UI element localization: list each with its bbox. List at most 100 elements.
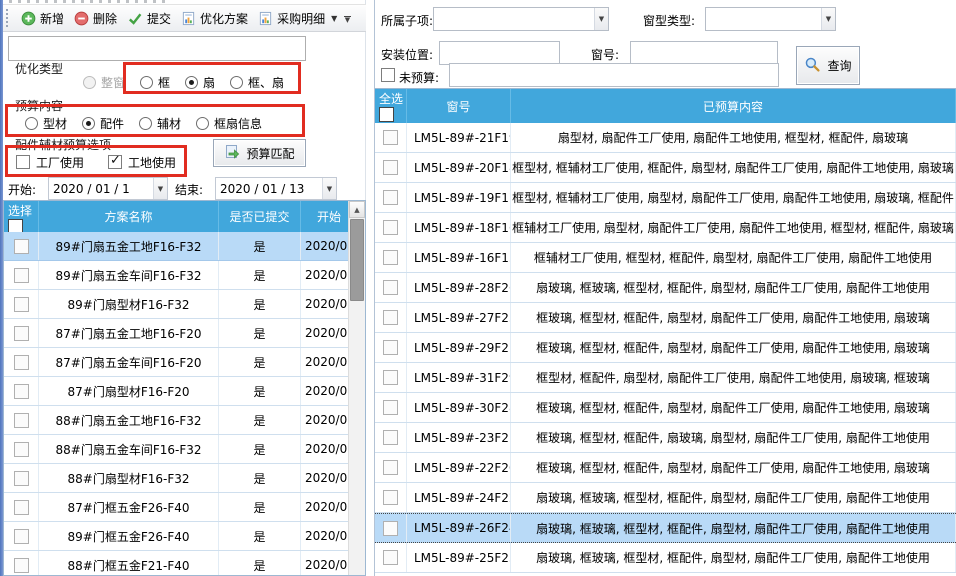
usage-checkbox-option[interactable]: 工地使用 bbox=[108, 153, 176, 171]
optimize-plan-button[interactable]: 优化方案 bbox=[176, 7, 253, 30]
checkbox[interactable] bbox=[16, 155, 30, 169]
row-checkbox[interactable] bbox=[383, 550, 398, 565]
row-checkbox[interactable] bbox=[383, 400, 398, 415]
row-checkbox[interactable] bbox=[13, 354, 29, 370]
window-no-input[interactable] bbox=[630, 41, 778, 65]
window-no-cell: LM5L-89#-18F16 bbox=[407, 213, 511, 242]
plan-table-row[interactable]: 87#门扇五金工地F16-F20 是 2020/0 bbox=[4, 319, 365, 348]
window-type-select[interactable]: ▼ bbox=[705, 7, 836, 31]
plan-table-row[interactable]: 88#门框五金F21-F40 是 2020/0 bbox=[4, 551, 365, 575]
row-checkbox[interactable] bbox=[13, 238, 29, 254]
row-select-cell bbox=[375, 423, 407, 452]
radio-option[interactable]: 辅材 bbox=[139, 115, 181, 132]
plan-table-row[interactable]: 87#门框五金F26-F40 是 2020/0 bbox=[4, 493, 365, 522]
plan-table-row[interactable]: 87#门扇五金车间F16-F20 是 2020/0 bbox=[4, 348, 365, 377]
search-input[interactable] bbox=[8, 36, 306, 61]
row-checkbox[interactable] bbox=[383, 220, 398, 235]
budget-table-row[interactable]: LM5L-89#-21F19 扇型材, 扇配件工厂使用, 扇配件工地使用, 框型材… bbox=[375, 123, 956, 153]
plan-table-row[interactable]: 88#门扇五金车间F16-F32 是 2020/0 bbox=[4, 435, 365, 464]
toolbar-overflow-button[interactable]: ▼ bbox=[344, 16, 351, 24]
budget-table-row[interactable]: LM5L-89#-31F29 框型材, 框配件, 扇型材, 扇配件工厂使用, 扇配… bbox=[375, 363, 956, 393]
budget-table-row[interactable]: LM5L-89#-20F18 框型材, 框辅材工厂使用, 框配件, 扇型材, 扇配… bbox=[375, 153, 956, 183]
plan-table-row[interactable]: 89#门扇五金车间F16-F32 是 2020/0 bbox=[4, 261, 365, 290]
row-select-cell bbox=[4, 261, 39, 289]
budget-table-row[interactable]: LM5L-89#-24F22 扇玻璃, 框玻璃, 框型材, 框配件, 扇型材, 扇… bbox=[375, 483, 956, 513]
plan-table-row[interactable]: 88#门扇五金工地F16-F32 是 2020/0 bbox=[4, 406, 365, 435]
row-checkbox[interactable] bbox=[13, 412, 29, 428]
plan-table-row[interactable]: 89#门框五金F26-F40 是 2020/0 bbox=[4, 522, 365, 551]
budget-table-row[interactable]: LM5L-89#-23F21 框玻璃, 框型材, 框配件, 扇玻璃, 扇型材, 扇… bbox=[375, 423, 956, 453]
budget-table-row[interactable]: LM5L-89#-29F27 框玻璃, 框型材, 框配件, 扇型材, 扇配件工厂使… bbox=[375, 333, 956, 363]
row-checkbox[interactable] bbox=[13, 441, 29, 457]
row-checkbox[interactable] bbox=[13, 528, 29, 544]
budget-table-row[interactable]: LM5L-89#-26F24 扇玻璃, 框玻璃, 框型材, 框配件, 扇型材, 扇… bbox=[375, 513, 956, 543]
row-checkbox[interactable] bbox=[13, 499, 29, 515]
budget-table-row[interactable]: LM5L-89#-28F26 扇玻璃, 框玻璃, 框型材, 框配件, 扇型材, 扇… bbox=[375, 273, 956, 303]
chevron-down-icon[interactable]: ▼ bbox=[153, 178, 167, 199]
purchase-detail-button[interactable]: 采购明细 ▼ bbox=[253, 7, 342, 30]
radio-option[interactable]: 框扇信息 bbox=[196, 115, 262, 132]
budget-table-row[interactable]: LM5L-89#-25F23 扇玻璃, 框玻璃, 框型材, 框配件, 扇型材, 扇… bbox=[375, 543, 956, 573]
budget-table-row[interactable]: LM5L-89#-22F20 框玻璃, 框型材, 框配件, 扇型材, 扇配件工厂使… bbox=[375, 453, 956, 483]
plan-table-row[interactable]: 89#门扇型材F16-F32 是 2020/0 bbox=[4, 290, 365, 319]
checkbox[interactable] bbox=[108, 153, 123, 169]
radio-label: 整窗 bbox=[101, 75, 126, 90]
chevron-down-icon[interactable]: ▼ bbox=[821, 8, 835, 30]
row-checkbox[interactable] bbox=[13, 557, 29, 573]
row-checkbox[interactable] bbox=[383, 130, 398, 145]
row-checkbox[interactable] bbox=[13, 267, 29, 283]
row-select-cell bbox=[375, 273, 407, 302]
row-checkbox[interactable] bbox=[13, 470, 29, 486]
row-checkbox[interactable] bbox=[383, 460, 398, 475]
radio-option[interactable]: 框 bbox=[140, 74, 170, 91]
row-checkbox[interactable] bbox=[13, 325, 29, 341]
row-checkbox[interactable] bbox=[383, 280, 398, 295]
scrollbar-thumb[interactable] bbox=[350, 219, 364, 301]
row-checkbox[interactable] bbox=[383, 340, 398, 355]
date-end-picker[interactable]: 2020 / 01 / 13 ▼ bbox=[215, 177, 337, 200]
plan-table-row[interactable]: 88#门扇型材F16-F32 是 2020/0 bbox=[4, 464, 365, 493]
budget-match-button[interactable]: 预算匹配 bbox=[213, 139, 306, 167]
sub-item-select[interactable]: ▼ bbox=[433, 7, 609, 31]
date-start-picker[interactable]: 2020 / 01 / 1 ▼ bbox=[48, 177, 168, 200]
plan-table-scrollbar[interactable]: ▲ bbox=[348, 201, 365, 575]
row-checkbox[interactable] bbox=[383, 310, 398, 325]
row-checkbox[interactable] bbox=[383, 160, 398, 175]
row-checkbox[interactable] bbox=[383, 250, 398, 265]
row-checkbox[interactable] bbox=[13, 383, 29, 399]
plan-submitted-cell: 是 bbox=[219, 522, 301, 550]
row-checkbox[interactable] bbox=[383, 430, 398, 445]
query-button[interactable]: 查询 bbox=[796, 46, 860, 85]
budget-table-row[interactable]: LM5L-89#-30F28 框玻璃, 框型材, 框配件, 扇型材, 扇配件工厂使… bbox=[375, 393, 956, 423]
scroll-up-icon[interactable]: ▲ bbox=[349, 201, 365, 218]
row-checkbox[interactable] bbox=[383, 370, 398, 385]
usage-checkbox-option[interactable]: 工厂使用 bbox=[16, 154, 84, 171]
radio-option[interactable]: 配件 bbox=[82, 115, 124, 132]
chevron-down-icon[interactable]: ▼ bbox=[322, 178, 336, 199]
budget-table-row[interactable]: LM5L-89#-16F15 框辅材工厂使用, 框型材, 框配件, 扇型材, 扇配… bbox=[375, 243, 956, 273]
budget-table-row[interactable]: LM5L-89#-27F25 框玻璃, 框型材, 框配件, 扇型材, 扇配件工厂使… bbox=[375, 303, 956, 333]
row-checkbox[interactable] bbox=[383, 190, 398, 205]
row-checkbox[interactable] bbox=[13, 296, 29, 312]
plan-table-row[interactable]: 89#门扇五金工地F16-F32 是 2020/0 bbox=[4, 232, 365, 261]
toolbar-grip[interactable] bbox=[6, 9, 11, 27]
radio-option[interactable]: 扇 bbox=[185, 74, 215, 91]
radio-option[interactable]: 型材 bbox=[25, 115, 67, 132]
submit-button[interactable]: 提交 bbox=[122, 7, 176, 30]
budget-table-row[interactable]: LM5L-89#-18F16 框辅材工厂使用, 扇型材, 扇配件工厂使用, 扇配件… bbox=[375, 213, 956, 243]
chevron-down-icon[interactable]: ▼ bbox=[594, 8, 608, 30]
plan-name-cell: 89#门扇型材F16-F32 bbox=[39, 290, 219, 318]
budget-table-row[interactable]: LM5L-89#-19F17 框型材, 框辅材工厂使用, 扇型材, 扇配件工厂使用… bbox=[375, 183, 956, 213]
install-pos-input[interactable] bbox=[439, 41, 560, 65]
radio-option[interactable]: 框、扇 bbox=[230, 74, 284, 91]
delete-button[interactable]: 删除 bbox=[69, 7, 122, 30]
row-checkbox[interactable] bbox=[383, 520, 398, 536]
no-budget-input[interactable] bbox=[449, 63, 779, 87]
row-checkbox[interactable] bbox=[383, 490, 398, 505]
add-button[interactable]: 新增 bbox=[16, 7, 69, 30]
plan-table-row[interactable]: 87#门扇型材F16-F20 是 2020/0 bbox=[4, 377, 365, 406]
no-budget-checkbox[interactable] bbox=[381, 68, 395, 82]
select-all-checkbox[interactable] bbox=[379, 107, 394, 122]
select-all-checkbox[interactable] bbox=[8, 219, 23, 232]
chevron-down-icon[interactable]: ▼ bbox=[331, 13, 338, 23]
